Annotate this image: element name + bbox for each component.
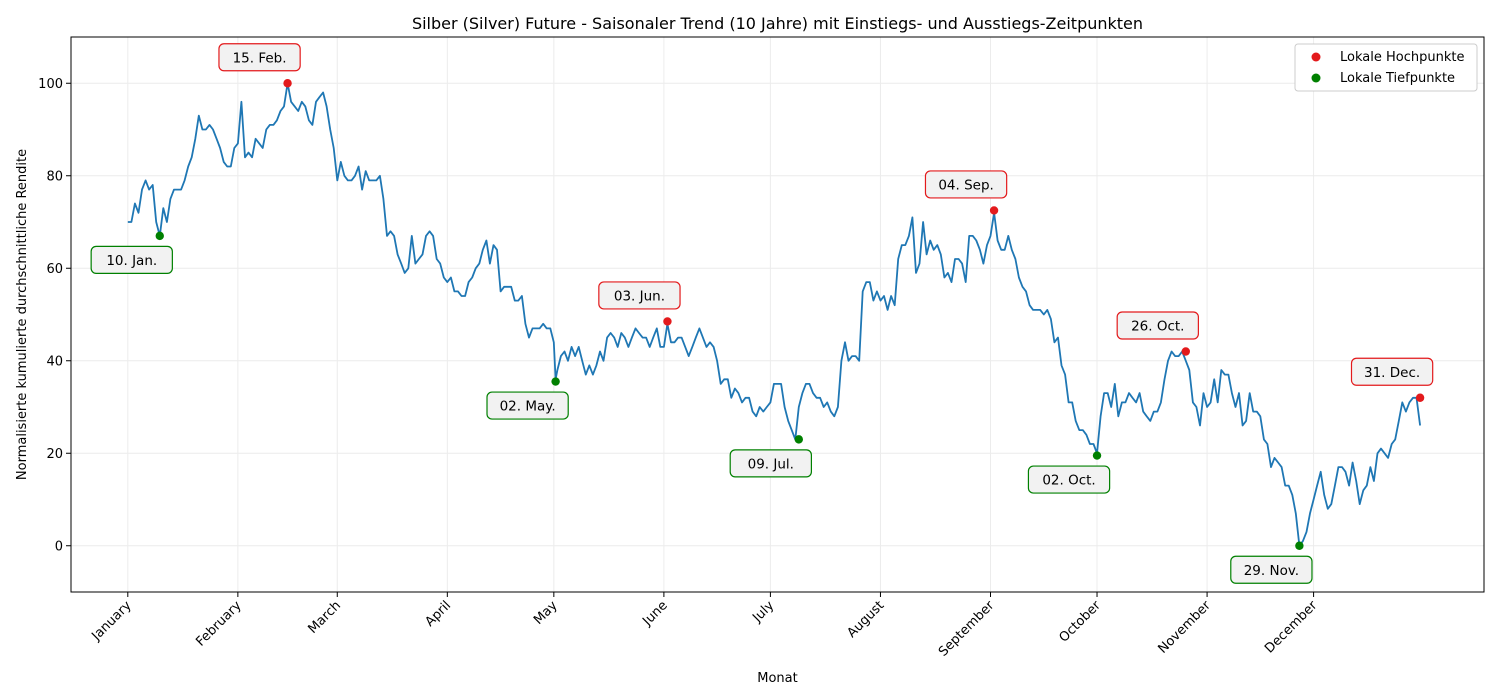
x-axis-title: Monat <box>757 671 797 686</box>
low-annotation-label: 09. Jul. <box>748 456 794 472</box>
legend-box <box>1294 43 1478 92</box>
y-tick-label: 0 <box>55 539 63 554</box>
grid-layer <box>71 37 1484 592</box>
legend: Lokale Hochpunkte Lokale Tiefpunkte <box>1294 43 1478 92</box>
high-annotation-box <box>218 43 301 72</box>
x-tick-label: February <box>193 598 245 650</box>
low-point-marker <box>551 377 560 386</box>
y-tick-label: 100 <box>38 77 63 92</box>
high-point-marker <box>1415 393 1425 402</box>
y-tick-label: 40 <box>46 354 63 369</box>
high-annotation-box <box>1350 357 1434 386</box>
low-annotation-box <box>90 245 173 274</box>
x-tick-label: March <box>305 598 344 637</box>
low-point-marker <box>1092 451 1102 460</box>
legend-low-label: Lokale Tiefpunkte <box>1340 71 1455 86</box>
high-point-marker <box>989 206 999 215</box>
low-annotation-box <box>1027 465 1111 494</box>
high-point-marker <box>663 317 672 326</box>
annotation-layer: 15. Feb. 03. Jun. 04. Sep. 26. Oct. 31. Dec.… <box>90 43 1434 584</box>
x-tick-label: August <box>845 598 888 641</box>
high-annotation-label: 15. Feb. <box>233 50 287 66</box>
legend-high-marker <box>1311 52 1321 62</box>
high-annotation-box <box>598 281 681 310</box>
x-tick-label: September <box>936 598 998 660</box>
legend-high-label: Lokale Hochpunkte <box>1340 50 1464 65</box>
low-annotation-label: 10. Jan. <box>106 253 157 269</box>
series-line <box>127 82 1421 547</box>
x-tick-label: April <box>423 598 455 630</box>
y-tick-label: 80 <box>46 169 63 184</box>
plot-frame <box>70 36 1485 593</box>
high-annotation-label: 04. Sep. <box>938 177 994 193</box>
x-tick-label: December <box>1262 598 1321 657</box>
marker-layer <box>155 79 1425 550</box>
y-tick-label: 60 <box>46 262 63 277</box>
low-point-marker <box>155 231 164 241</box>
low-point-marker <box>794 435 804 444</box>
high-annotation-label: 03. Jun. <box>614 288 665 304</box>
low-annotation-box <box>486 391 569 420</box>
x-tick-label: January <box>88 598 134 644</box>
low-annotation-label: 02. Oct. <box>1042 473 1095 489</box>
high-annotation-box <box>1116 311 1199 340</box>
low-point-marker <box>1295 541 1304 550</box>
x-tick-label: October <box>1056 598 1104 646</box>
high-point-marker <box>283 79 292 88</box>
series-layer <box>127 82 1421 547</box>
low-annotation-label: 29. Nov. <box>1244 563 1299 579</box>
y-axis-ticks: 0 20 40 60 80 100 <box>38 77 71 554</box>
low-annotation-box <box>1230 555 1313 584</box>
x-tick-label: May <box>531 598 561 628</box>
high-annotation-label: 26. Oct. <box>1131 319 1184 335</box>
x-tick-label: November <box>1155 598 1214 657</box>
high-annotation-label: 31. Dec. <box>1364 365 1420 381</box>
high-point-marker <box>1181 347 1190 356</box>
low-annotation-box <box>729 449 813 478</box>
y-axis-title: Normalisierte kumulierte durchschnittlic… <box>15 149 30 480</box>
low-annotation-label: 02. May. <box>500 399 556 415</box>
chart-title: Silber (Silver) Future - Saisonaler Tren… <box>412 14 1143 33</box>
legend-low-marker <box>1311 73 1321 83</box>
high-annotation-box <box>924 170 1008 199</box>
x-tick-label: June <box>639 598 670 629</box>
x-tick-label: July <box>749 598 777 626</box>
x-axis-ticks: January February March April May June July Augu… <box>88 592 1321 660</box>
y-tick-label: 20 <box>46 447 63 462</box>
